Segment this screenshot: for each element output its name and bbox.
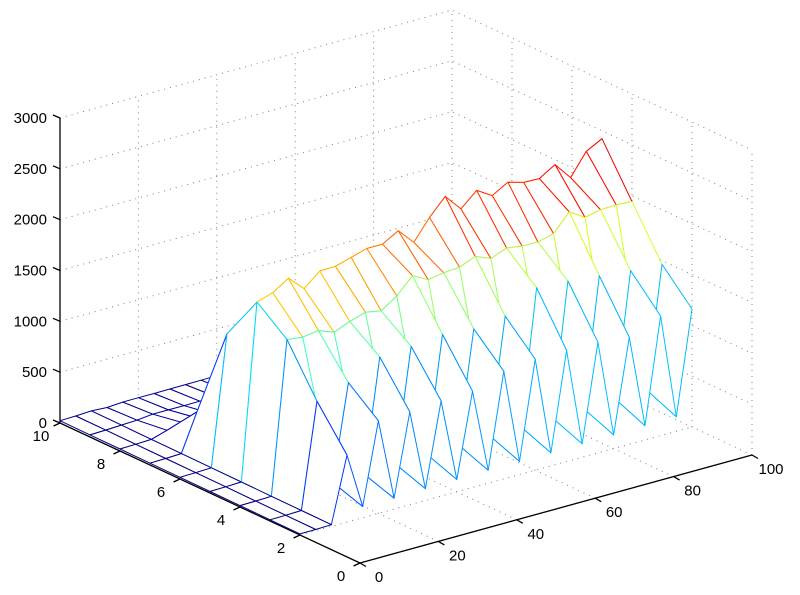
z-tick-label: 2000	[14, 212, 47, 229]
y-tick-label: 8	[97, 456, 105, 473]
x-tick-label: 0	[375, 569, 383, 586]
mesh-surface-layer	[59, 138, 693, 535]
x-tick	[359, 562, 367, 568]
axes-layer	[52, 114, 759, 568]
x-tick	[516, 519, 524, 524]
y-tick	[293, 534, 301, 539]
x-tick-label: 100	[758, 461, 783, 478]
y-axis	[59, 422, 361, 564]
mesh-quad	[269, 514, 317, 535]
z-tick-label: 1500	[14, 263, 47, 280]
y-tick-label: 4	[217, 512, 225, 529]
x-tick-label: 60	[606, 504, 623, 521]
x-tick	[751, 454, 759, 460]
wall-grid-z	[59, 111, 753, 253]
wall-grid-z	[59, 60, 753, 202]
z-tick-label: 0	[39, 415, 47, 432]
z-tick-label: 1000	[14, 313, 47, 330]
x-tick	[673, 476, 680, 481]
z-tick-label: 2500	[14, 161, 47, 178]
z-tick-label: 500	[22, 364, 47, 381]
z-tick	[52, 368, 61, 373]
y-tick	[233, 506, 241, 511]
x-tick	[594, 497, 602, 503]
x-tick-label: 40	[527, 526, 544, 543]
y-tick	[353, 562, 361, 567]
x-tick-label: 80	[684, 483, 701, 500]
z-tick-label: 3000	[14, 110, 47, 127]
y-tick-label: 10	[33, 428, 50, 445]
x-tick-label: 20	[449, 547, 466, 564]
z-tick	[52, 216, 61, 221]
wall-grid-z	[59, 9, 753, 151]
z-tick	[52, 419, 61, 424]
y-tick	[173, 478, 181, 483]
y-tick-label: 0	[337, 568, 345, 585]
z-tick	[52, 317, 61, 322]
z-tick	[52, 165, 61, 170]
z-tick	[52, 266, 61, 272]
x-axis	[359, 454, 753, 564]
y-tick	[53, 422, 61, 427]
y-tick-label: 2	[277, 540, 285, 557]
y-tick-label: 6	[157, 484, 165, 501]
y-tick	[113, 450, 121, 455]
tick-label-layer: 0500100015002000250030000246810020406080…	[14, 110, 784, 586]
z-tick	[52, 114, 61, 119]
x-tick	[438, 540, 445, 546]
